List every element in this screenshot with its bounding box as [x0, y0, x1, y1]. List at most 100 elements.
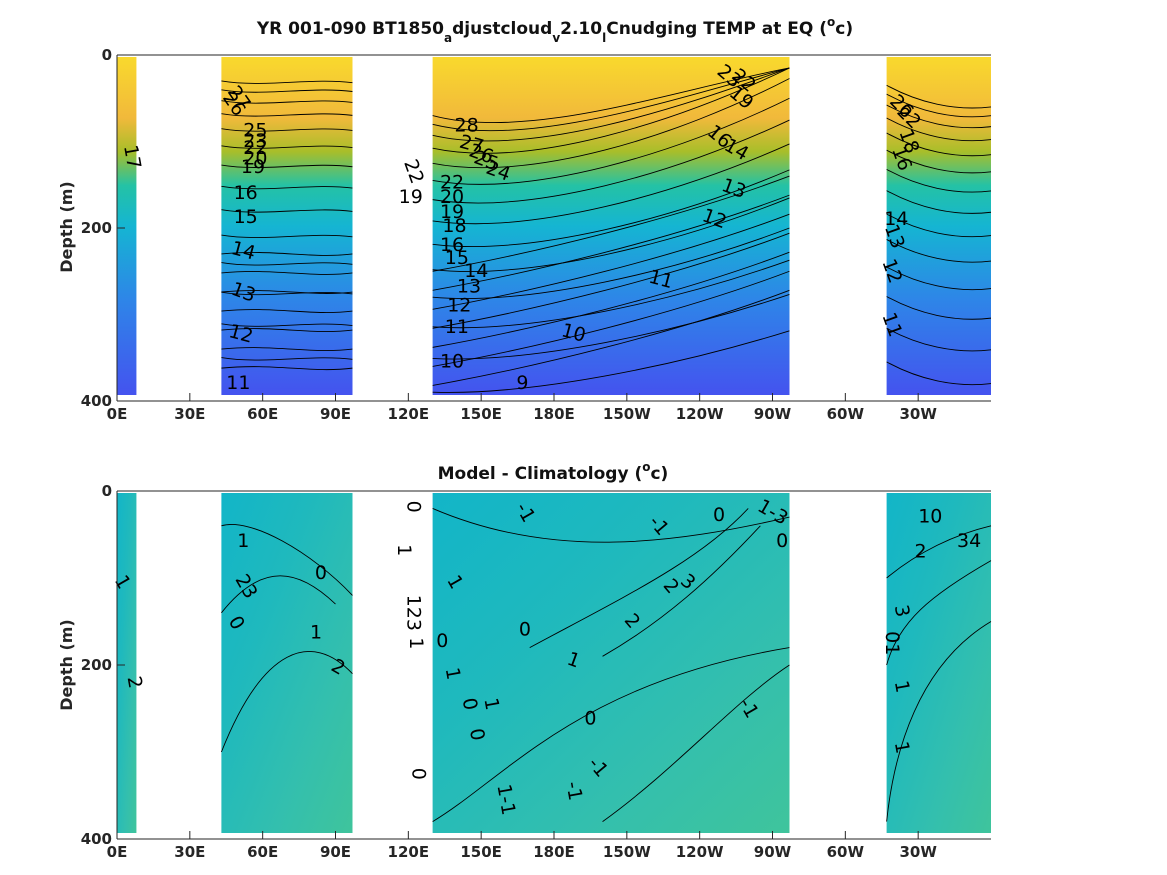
- contour-label: 22: [399, 156, 428, 186]
- contour-label: 14: [464, 260, 488, 282]
- contour-line: [221, 89, 353, 93]
- contour-label: 28: [455, 114, 479, 136]
- contour-label: 0: [713, 504, 725, 526]
- bottom-contour-lines: [220, 507, 992, 822]
- contour-line: [221, 366, 353, 371]
- top-y-tick-label: 400: [81, 392, 112, 410]
- contour-line: [886, 132, 992, 157]
- contour-line: [432, 67, 790, 124]
- contour-line: [432, 119, 790, 204]
- contour-line: [432, 67, 790, 154]
- contour-line: [221, 252, 353, 256]
- contour-label: 11: [226, 372, 250, 394]
- bottom-y-tick-label: 200: [81, 656, 112, 674]
- contour-line: [432, 251, 790, 348]
- contour-line: [221, 209, 353, 213]
- top-y-tick-label: 200: [81, 219, 112, 237]
- contour-label: 0: [465, 727, 489, 743]
- contour-label: 20: [243, 147, 267, 169]
- contour-line: [221, 290, 353, 294]
- top-x-tick-label: 90W: [754, 405, 792, 423]
- contour-label: 1: [310, 621, 322, 643]
- top-y-axis-label: Depth (m): [57, 181, 76, 273]
- contour-line: [886, 296, 992, 320]
- contour-label: 0: [519, 619, 531, 641]
- bottom-x-tick-label: 180E: [533, 843, 575, 861]
- bottom-ocean-segment: [432, 493, 790, 833]
- contour-line: [886, 560, 992, 666]
- contour-label: 0: [458, 696, 482, 712]
- contour-line: [432, 330, 790, 393]
- top-chart-title: YR 001-090 BT1850adjustcloudv2.10lCnudgi…: [256, 15, 853, 45]
- top-y-tick-label: 0: [102, 46, 112, 64]
- contour-line: [221, 575, 336, 614]
- top-x-tick-label: 30E: [174, 405, 205, 423]
- top-x-tick-label: 150E: [460, 405, 502, 423]
- contour-line: [602, 664, 790, 822]
- bottom-y-axis-label: Depth (m): [57, 619, 76, 711]
- contour-label: 22: [243, 137, 267, 159]
- bottom-x-tick-label: 30E: [174, 843, 205, 861]
- bottom-x-tick-label: 120E: [388, 843, 430, 861]
- contour-label: 19: [399, 186, 423, 208]
- contour-label: 12: [447, 294, 471, 316]
- contour-line: [221, 80, 353, 84]
- top-ocean-segment: [117, 57, 137, 395]
- contour-line: [221, 347, 353, 352]
- contour-label: 25: [243, 120, 267, 142]
- contour-label: 0: [408, 768, 430, 780]
- top-ocean-segment: [221, 57, 353, 395]
- bottom-x-tick-label: 120W: [676, 843, 724, 861]
- contour-line: [886, 327, 992, 352]
- contour-line: [221, 234, 353, 239]
- contour-label: 123: [403, 595, 425, 631]
- contour-line: [886, 93, 992, 118]
- contour-label: 11: [445, 316, 469, 338]
- contour-label: 17: [119, 143, 145, 171]
- contour-label: 23: [243, 130, 267, 152]
- contour-line: [432, 175, 790, 272]
- contour-label: 1-1: [492, 783, 519, 817]
- contour-label: 0: [584, 707, 596, 729]
- contour-label: 0: [776, 530, 788, 552]
- contour-label: 18: [442, 215, 466, 237]
- contour-line: [432, 143, 790, 225]
- contour-label: 01: [881, 631, 903, 655]
- contour-line: [886, 84, 992, 109]
- contour-line: [432, 232, 790, 329]
- contour-line: [221, 524, 353, 596]
- top-x-tick-label: 150W: [603, 405, 651, 423]
- contour-label: 1: [890, 740, 914, 756]
- contour-line: [432, 97, 790, 185]
- contour-line: [432, 289, 790, 386]
- contour-line: [432, 67, 790, 142]
- contour-label: 10: [440, 351, 464, 373]
- contour-line: [432, 227, 790, 299]
- top-x-tick-label: 120E: [388, 405, 430, 423]
- bottom-y-tick-label: 0: [102, 482, 112, 500]
- top-ocean-segment: [432, 57, 790, 395]
- bottom-x-tick-label: 90E: [320, 843, 351, 861]
- contour-line: [886, 117, 992, 142]
- contour-label: 16: [234, 182, 258, 204]
- contour-label: 10: [918, 506, 942, 528]
- contour-line: [221, 328, 353, 332]
- contour-label: 14: [884, 208, 908, 230]
- contour-label: 3: [890, 603, 914, 619]
- contour-line: [221, 100, 353, 104]
- bottom-x-tick-label: 0E: [107, 843, 128, 861]
- contour-label: -1: [561, 780, 586, 802]
- contour-line: [220, 651, 353, 753]
- bottom-ocean-segment: [886, 493, 991, 833]
- contour-label: 15: [445, 247, 469, 269]
- contour-line: [886, 621, 992, 822]
- contour-line: [221, 185, 353, 190]
- contour-line: [602, 525, 761, 657]
- contour-label: 1: [441, 666, 465, 682]
- contour-label: 16: [440, 234, 464, 256]
- contour-label: 9: [516, 372, 528, 394]
- top-x-tick-label: 120W: [676, 405, 724, 423]
- bottom-x-tick-label: 30W: [899, 843, 937, 861]
- top-plot: 1727262523222019161514131211221928272625…: [81, 46, 992, 423]
